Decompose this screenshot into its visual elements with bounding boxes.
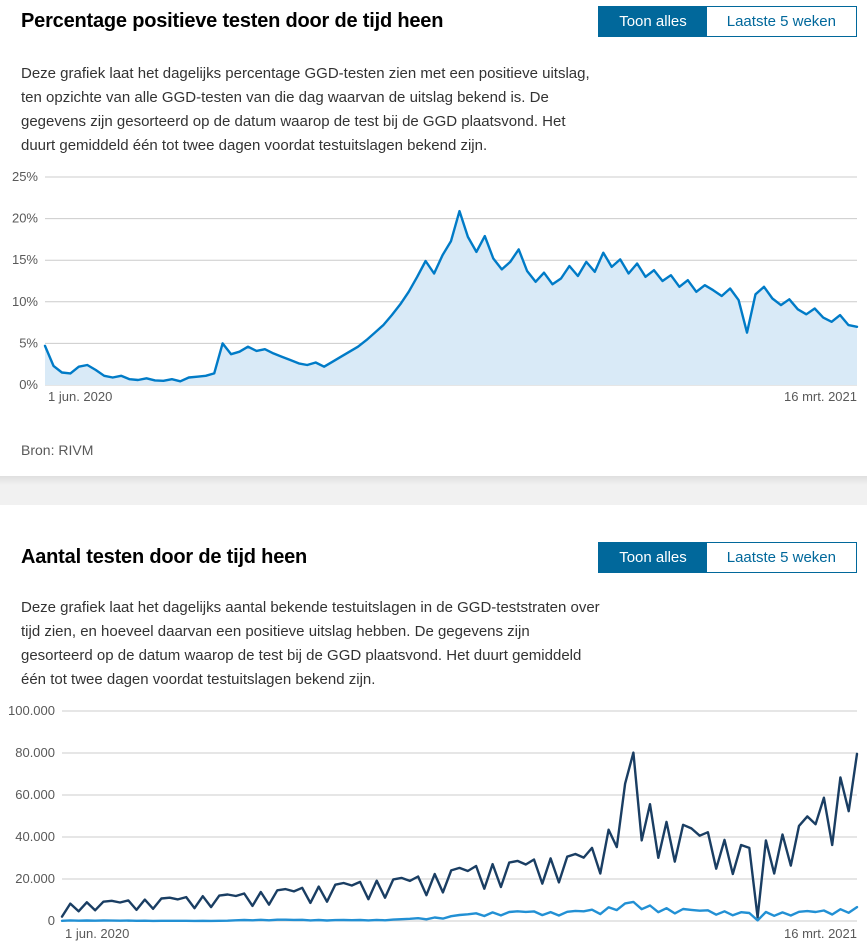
y-tick-label: 80.000 (15, 745, 55, 760)
y-tick-label: 15% (12, 252, 38, 267)
positivity-range-toggle: Toon alles Laatste 5 weken (598, 6, 857, 37)
y-tick-label: 60.000 (15, 787, 55, 802)
test-count-chart[interactable]: 0 20.000 40.000 60.000 80.000 100.000 1 jun. 2… (0, 705, 867, 947)
positivity-description: Deze grafiek laat het dagelijks percenta… (21, 65, 590, 154)
series-line (60, 900, 859, 923)
test-count-description: Deze grafiek laat het dagelijks aantal b… (21, 599, 600, 688)
y-tick-label: 20% (12, 211, 38, 226)
series-line (60, 751, 859, 919)
area-fill (45, 211, 857, 385)
positivity-chart[interactable]: 0% 5% 10% 15% 20% 25% 1 jun. 2020 16 mrt. 2021 (0, 168, 867, 412)
toggle-show-all-button[interactable]: Toon alles (599, 543, 707, 572)
x-tick-label-end: 16 mrt. 2021 (784, 926, 857, 941)
series-line (43, 209, 859, 383)
x-tick-label-start: 1 jun. 2020 (48, 389, 112, 404)
toggle-show-all-button[interactable]: Toon alles (599, 7, 707, 36)
y-tick-label: 10% (12, 294, 38, 309)
positivity-section-title: Percentage positieve testen door de tijd… (21, 10, 444, 32)
y-tick-label: 100.000 (8, 705, 55, 718)
y-tick-label: 40.000 (15, 829, 55, 844)
toggle-last-5-weeks-button[interactable]: Laatste 5 weken (706, 7, 856, 36)
y-tick-label: 25% (12, 169, 38, 184)
x-tick-label-start: 1 jun. 2020 (65, 926, 129, 941)
section-divider (0, 476, 867, 505)
x-tick-label-end: 16 mrt. 2021 (784, 389, 857, 404)
source-note: Bron: RIVM (21, 442, 94, 458)
y-tick-label: 5% (19, 335, 38, 350)
toggle-last-5-weeks-button[interactable]: Laatste 5 weken (706, 543, 856, 572)
test-count-section-title: Aantal testen door de tijd heen (21, 546, 308, 568)
y-tick-label: 0% (19, 377, 38, 392)
y-tick-label: 0 (48, 913, 55, 928)
y-tick-label: 20.000 (15, 871, 55, 886)
test-count-range-toggle: Toon alles Laatste 5 weken (598, 542, 857, 573)
